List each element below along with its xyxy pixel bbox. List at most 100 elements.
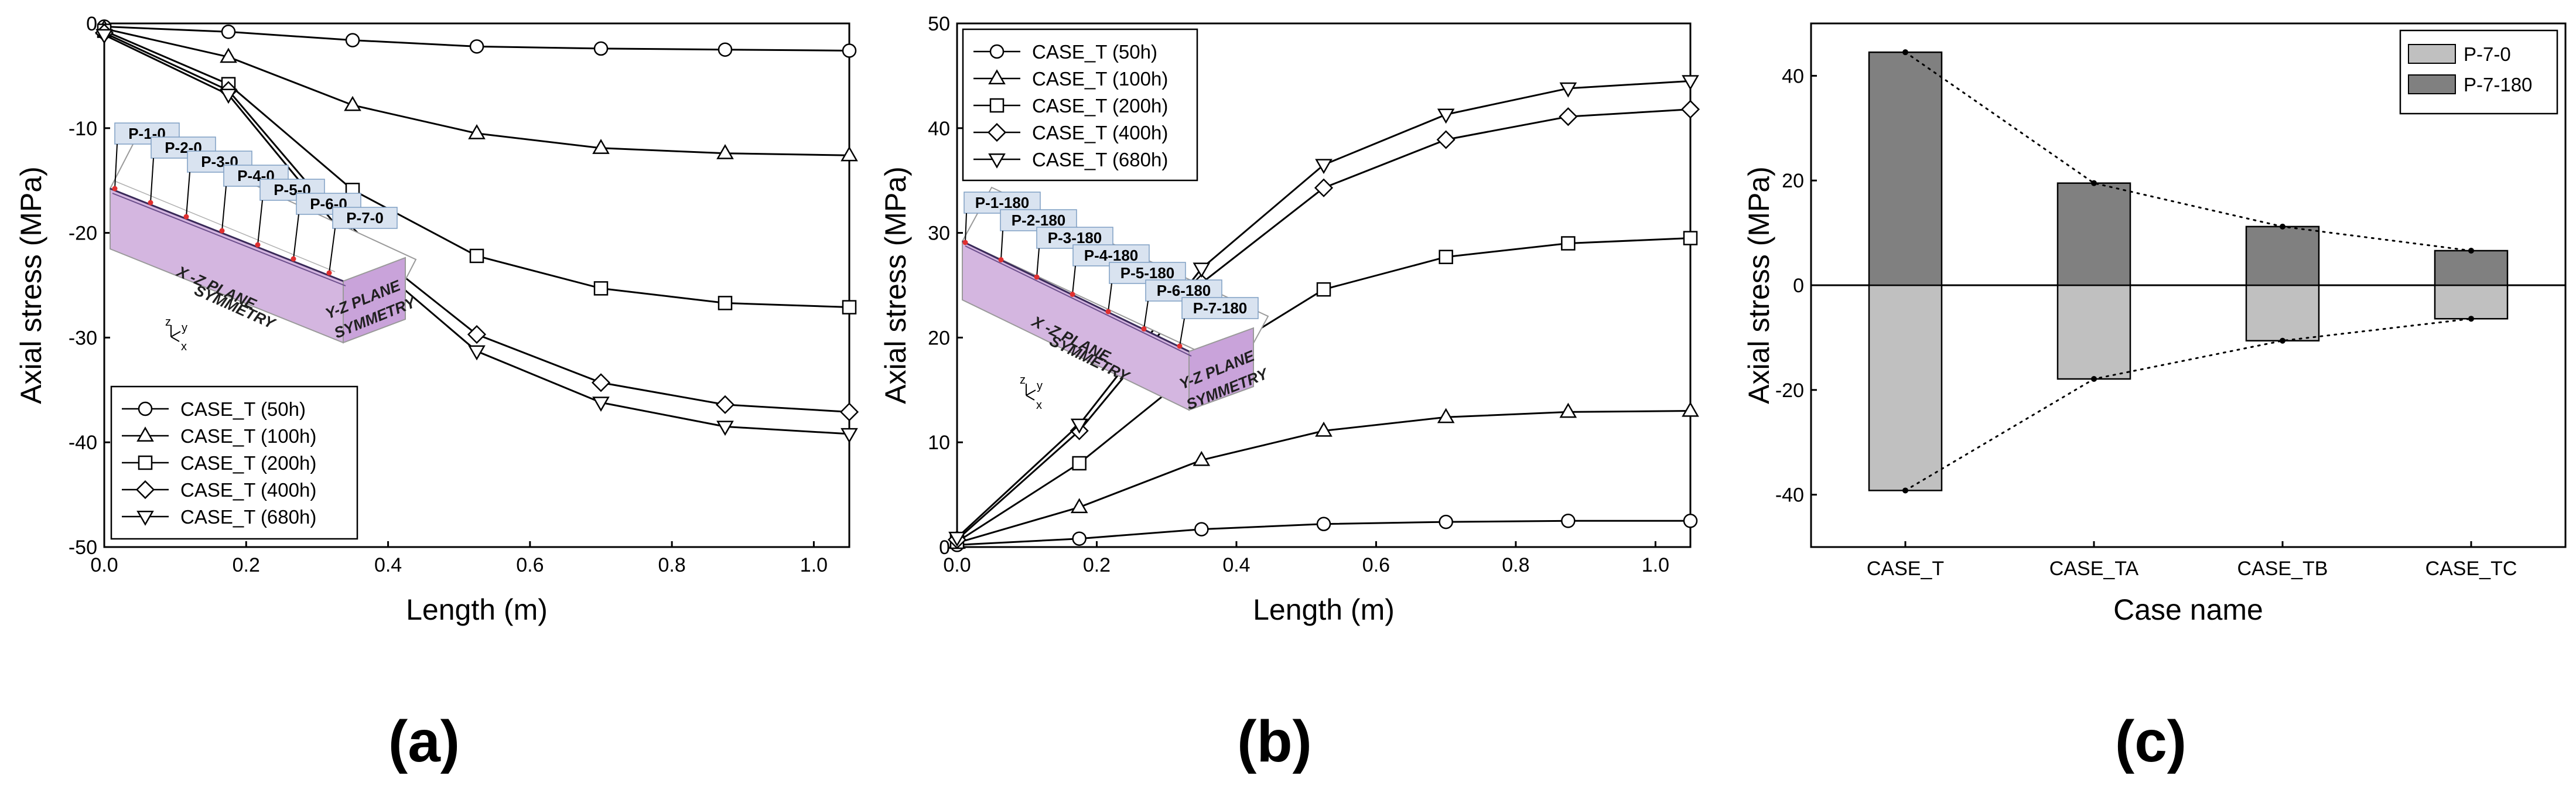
inset-b-x-label: x [1036,399,1042,412]
panel-c-legend-box [2399,29,2558,115]
x-tick-label: 0.2 [233,554,260,576]
data-point [1561,514,1576,528]
data-point [469,248,484,264]
data-point [1072,456,1087,471]
x-tick-label: 1.0 [1642,554,1669,576]
data-point [593,41,609,56]
data-point [221,25,236,39]
x-tick-label: 0.6 [1362,554,1390,576]
legend-swatch [2408,74,2456,94]
panel-b-legend: CASE_T (50h) CASE_T (100h) CASE_T (200h) CA… [962,28,1198,182]
inset-point-marker [1070,292,1075,297]
y-tick-label: 50 [928,13,950,35]
data-point [469,39,484,54]
x-tick-label: 0.0 [90,554,118,576]
data-point [1683,231,1698,245]
legend-label: CASE_T (100h) [1032,68,1168,90]
data-point [591,373,611,392]
legend-entry: P-7-180 [2408,74,2532,95]
panel-c-label: (c) [2115,709,2186,774]
legend-marker [988,153,1006,169]
data-point [1193,262,1211,278]
bar-p-7-180 [2245,225,2320,286]
inset-point-label: P-3-180 [1048,229,1102,247]
bar-p-7-180 [2056,182,2131,286]
legend-marker [135,480,155,500]
bar-p-7-0 [2245,284,2320,342]
legend-marker [138,401,153,416]
legend-label: CASE_T (200h) [1032,95,1168,117]
inset-point-marker [1141,326,1147,332]
legend-marker [989,44,1005,59]
panel-c-chart: -40 -20 0 20 40 CASE_T CASE_TA CASE_TB CASE_TC C… [1743,22,2567,626]
data-point [841,428,858,443]
legend-marker [136,426,154,442]
legend-entry: CASE_T (400h) [973,122,1168,143]
data-point [1682,401,1699,417]
data-point [948,531,966,547]
inset-point-marker [1105,309,1111,315]
x-tick-label: 0.8 [1502,554,1529,576]
data-point [220,47,237,63]
panel-c-legend: P-7-0 P-7-180 [2399,29,2558,115]
legend-entry: P-7-0 [2408,43,2511,65]
inset-point-label: P-5-180 [1120,264,1175,282]
y-tick-label: 30 [928,223,950,245]
inset-point-label: P-2-180 [1012,211,1066,229]
x-tick-label: 0.8 [658,554,686,576]
panel-a-chart: 0.0 0.2 0.4 0.6 0.8 1.0 0 -10 -20 -30 -40 -50 Lengt… [15,13,859,626]
panel-c-x-axis-title: Case name [2113,593,2263,626]
bar-p-7-0 [2434,284,2509,320]
inset-b-inner-line [965,245,1192,357]
y-tick-label: -40 [1775,484,1804,507]
inset-leader-line [257,200,263,245]
trend-line-p7180 [1904,51,2472,252]
data-point [1315,159,1333,175]
legend-entry: CASE_T (680h) [973,149,1168,170]
y-tick-label: 0 [86,13,97,35]
series-5 [948,75,1699,547]
panel-b-label: (b) [1237,709,1312,774]
trend-point [2091,180,2097,186]
panel-a-y-axis-title: Axial stress (MPa) [15,166,47,404]
data-point [1437,108,1455,124]
inset-point-marker [1034,274,1040,280]
legend-label: CASE_T (680h) [1032,149,1168,170]
y-tick-label: 20 [1782,170,1804,192]
y-tick-label: 0 [939,536,950,559]
trend-point [1902,49,1908,56]
inset-point-marker [998,257,1004,262]
inset-a-side-face [343,257,406,344]
inset-leader-line [293,214,299,259]
panel-a-legend: CASE_T (50h) CASE_T (100h) CASE_T (200h) CA… [110,385,358,540]
legend-entry: CASE_T (680h) [122,506,316,528]
legend-marker [988,69,1006,85]
inset-point-label-box [114,122,180,145]
inset-leader-line [150,158,154,203]
data-point [1316,282,1331,297]
legend-marker [989,98,1005,113]
inset-point-label: P-7-0 [346,209,384,227]
inset-point-marker [112,186,118,192]
inset-leader-line [221,186,227,231]
series-3 [949,231,1698,549]
inset-point-marker [148,200,153,206]
legend-label: CASE_T (50h) [180,398,306,420]
data-point [1559,82,1577,98]
data-point [593,281,609,296]
legend-label: CASE_T (400h) [1032,122,1168,143]
y-tick-label: -20 [69,223,97,245]
inset-a-x-axis [170,336,180,342]
y-tick-label: 0 [1793,275,1804,297]
legend-label: P-7-0 [2464,43,2511,65]
y-tick-label: 40 [928,118,950,140]
data-point [842,43,857,58]
panel-b-chart: 0.0 0.2 0.4 0.6 0.8 1.0 0 10 20 30 40 50 Length (m)… [879,13,1700,626]
data-point [1683,514,1698,528]
y-tick-label: 10 [928,432,950,454]
legend-entry: CASE_T (100h) [122,425,316,447]
data-point [839,402,859,422]
inset-a-y-label: y [182,322,187,334]
data-point [344,95,361,111]
inset-b-coordinate-axes: z y x [1020,374,1043,412]
